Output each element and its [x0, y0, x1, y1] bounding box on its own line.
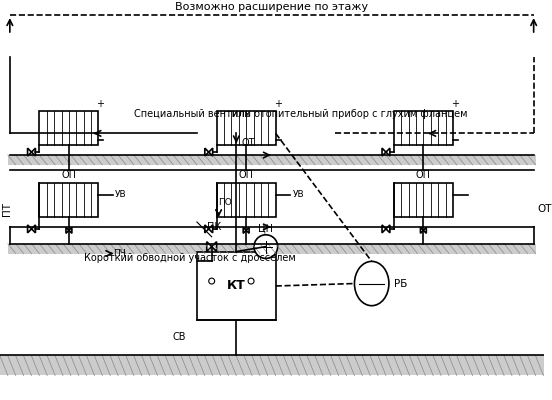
Text: ОП: ОП	[238, 170, 254, 180]
Polygon shape	[209, 148, 213, 156]
Text: УВ: УВ	[293, 190, 304, 200]
Text: ПТ: ПТ	[2, 202, 12, 216]
Text: Специальный вентиль: Специальный вентиль	[134, 109, 250, 119]
Text: УВ: УВ	[115, 190, 127, 200]
Text: СВ: СВ	[172, 332, 186, 342]
Polygon shape	[66, 228, 69, 233]
Text: +: +	[451, 99, 459, 109]
Polygon shape	[423, 228, 426, 233]
Polygon shape	[211, 242, 216, 252]
Bar	[8, 244, 535, 254]
Text: ПЧ: ПЧ	[113, 249, 126, 258]
Bar	[216, 183, 275, 217]
Text: ПК: ПК	[207, 222, 221, 232]
Bar	[8, 155, 535, 165]
Polygon shape	[246, 228, 249, 233]
Polygon shape	[28, 148, 31, 156]
Circle shape	[209, 278, 215, 284]
Text: ПО: ПО	[219, 198, 232, 207]
Bar	[216, 111, 275, 145]
Text: Короткий обводной участок с дросселем: Короткий обводной участок с дросселем	[84, 254, 295, 264]
Text: ОП: ОП	[416, 170, 431, 180]
Polygon shape	[28, 225, 31, 233]
Polygon shape	[386, 225, 390, 233]
Text: +: +	[274, 99, 282, 109]
Polygon shape	[243, 228, 246, 233]
Polygon shape	[382, 225, 386, 233]
Polygon shape	[31, 225, 35, 233]
Polygon shape	[207, 242, 211, 252]
Ellipse shape	[354, 261, 389, 306]
Polygon shape	[69, 228, 72, 233]
Bar	[197, 252, 275, 320]
Text: +: +	[97, 99, 104, 109]
Bar	[39, 111, 98, 145]
Polygon shape	[31, 148, 35, 156]
Bar	[0, 355, 544, 375]
Bar	[394, 183, 453, 217]
Text: Возможно расширение по этажу: Возможно расширение по этажу	[175, 2, 368, 12]
Polygon shape	[205, 148, 209, 156]
Text: или отопительный прибор с глухим фланцем: или отопительный прибор с глухим фланцем	[232, 109, 468, 119]
Circle shape	[254, 235, 278, 258]
Polygon shape	[386, 148, 390, 156]
Circle shape	[248, 278, 254, 284]
Polygon shape	[209, 225, 213, 233]
Text: ЦН: ЦН	[258, 223, 273, 233]
Polygon shape	[205, 225, 209, 233]
Text: ОТ: ОТ	[538, 204, 552, 214]
Text: РБ: РБ	[394, 278, 407, 288]
Text: КТ: КТ	[227, 280, 246, 292]
Polygon shape	[421, 228, 423, 233]
Bar	[39, 183, 98, 217]
Polygon shape	[382, 148, 386, 156]
Text: ОТ: ОТ	[241, 138, 254, 148]
Text: ОП: ОП	[61, 170, 76, 180]
Bar	[394, 111, 453, 145]
